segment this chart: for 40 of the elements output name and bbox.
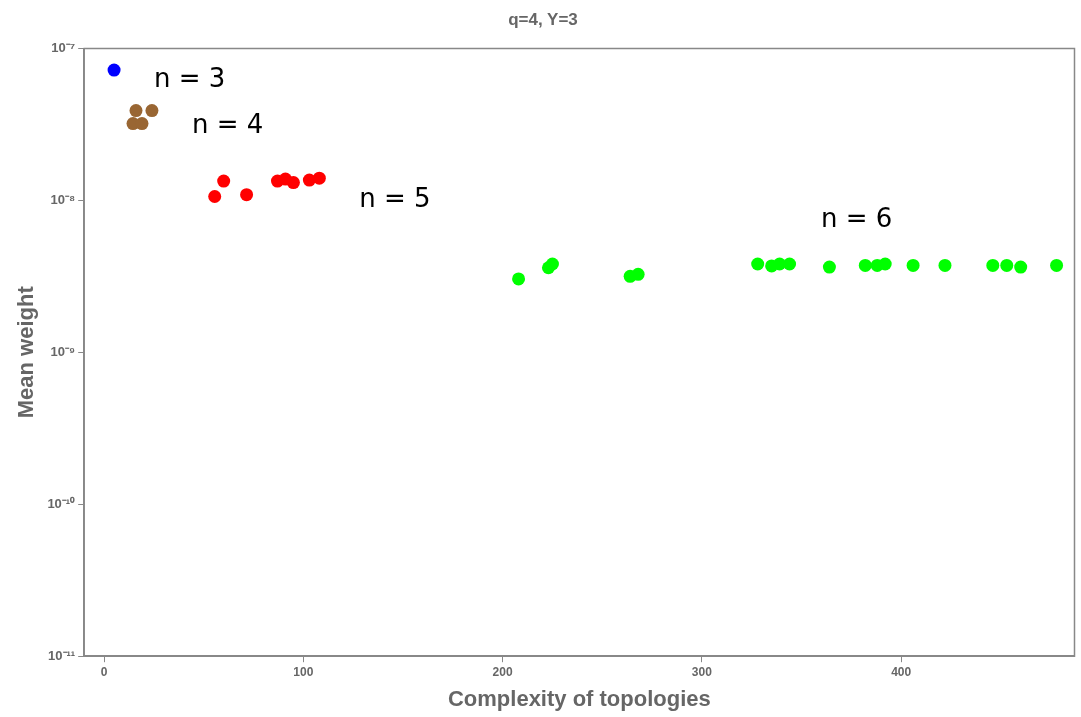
- x-tick-label: 400: [891, 664, 912, 679]
- point: [208, 190, 222, 204]
- annotation: n = 5: [359, 182, 431, 213]
- point: [512, 272, 526, 286]
- y-tick-label: 10⁻⁹: [50, 343, 76, 359]
- point: [107, 63, 121, 77]
- point: [1050, 258, 1064, 272]
- point: [145, 104, 159, 118]
- point: [135, 117, 149, 131]
- point: [878, 257, 892, 271]
- y-axis-title: Mean weight: [13, 285, 39, 419]
- point: [822, 260, 836, 274]
- point: [312, 171, 326, 185]
- point: [858, 258, 872, 272]
- annotation: n = 4: [191, 109, 264, 140]
- point: [545, 257, 559, 271]
- y-tick-label: 10⁻¹⁰: [47, 495, 76, 511]
- x-tick-label: 0: [100, 664, 108, 679]
- chart-title: q=4, Y=3: [508, 9, 578, 29]
- annotation: n = 6: [820, 203, 893, 234]
- point: [631, 267, 645, 281]
- x-tick-label: 100: [293, 664, 314, 679]
- point: [129, 104, 143, 118]
- point: [783, 257, 797, 271]
- point: [217, 174, 231, 188]
- point: [1000, 258, 1014, 272]
- annotation: n = 3: [154, 62, 226, 93]
- point: [751, 257, 765, 271]
- x-tick-label: 300: [691, 664, 713, 679]
- point: [938, 258, 952, 272]
- point: [286, 176, 300, 190]
- point: [1014, 260, 1028, 274]
- y-tick-label: 10⁻¹¹: [48, 647, 76, 663]
- y-tick-label: 10⁻⁸: [50, 191, 76, 207]
- point: [240, 188, 254, 202]
- x-tick-label: 200: [492, 664, 513, 679]
- x-axis-title: Complexity of topologies: [447, 685, 711, 711]
- point: [906, 258, 920, 272]
- point: [986, 258, 1000, 272]
- y-tick-label: 10⁻⁷: [51, 39, 76, 55]
